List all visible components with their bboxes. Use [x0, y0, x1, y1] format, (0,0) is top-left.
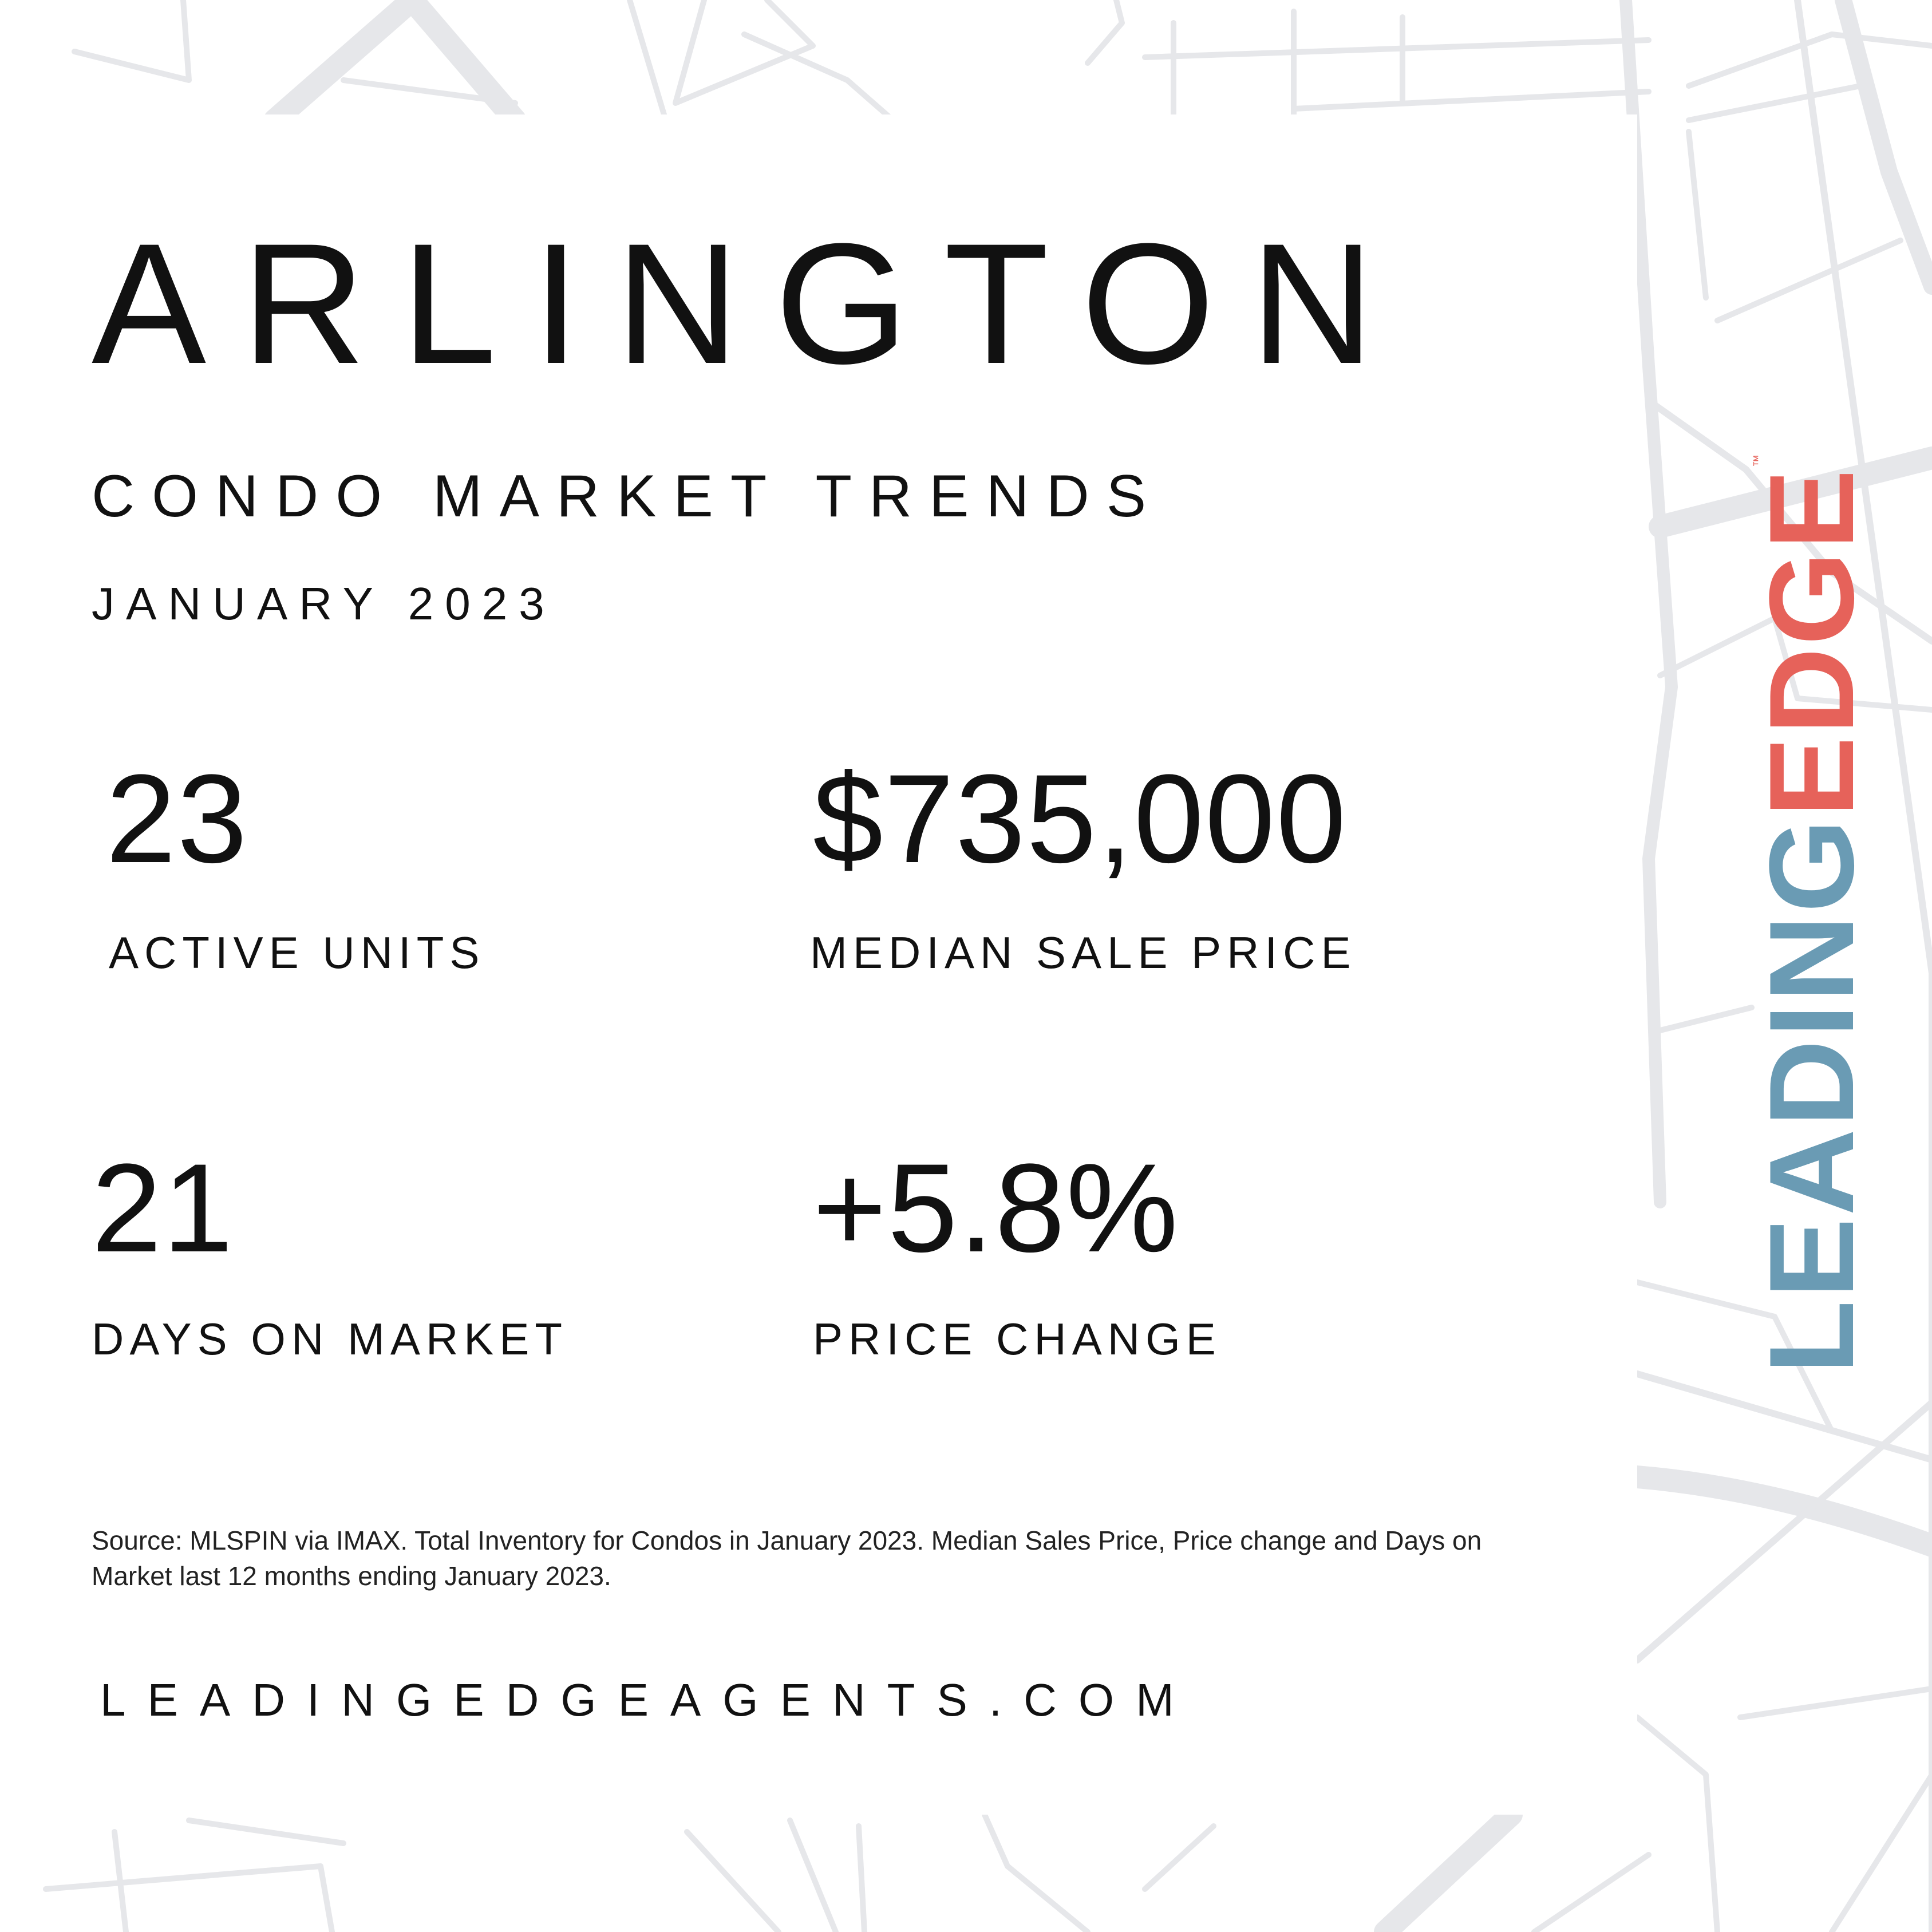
days-on-market-label: DAYS ON MARKET	[92, 1314, 568, 1364]
website-link[interactable]: LEADINGEDGEAGENTS.COM	[100, 1674, 1196, 1725]
report-subtitle: CONDO MARKET TRENDS	[92, 463, 1164, 530]
active-units-label: ACTIVE UNITS	[109, 927, 485, 978]
trademark-symbol: ™	[1751, 452, 1765, 467]
logo-edge-text: EDGE	[1744, 467, 1879, 817]
report-period: JANUARY 2023	[92, 578, 556, 629]
source-note: Source: MLSPIN via IMAX. Total Inventory…	[92, 1526, 1482, 1591]
leading-edge-logo: LEADINGEDGE™	[1744, 452, 1879, 1374]
median-sale-price-value: $735,000	[813, 748, 1348, 889]
days-on-market-value: 21	[92, 1137, 234, 1278]
price-change-label: PRICE CHANGE	[813, 1314, 1222, 1364]
content-panel	[69, 114, 1637, 1815]
price-change-value: +5.8%	[813, 1137, 1179, 1278]
active-units-value: 23	[106, 748, 248, 889]
median-sale-price-label: MEDIAN SALE PRICE	[810, 927, 1357, 978]
city-title: ARLINGTON	[92, 207, 1410, 400]
logo-leading-text: LEADING	[1744, 817, 1879, 1374]
